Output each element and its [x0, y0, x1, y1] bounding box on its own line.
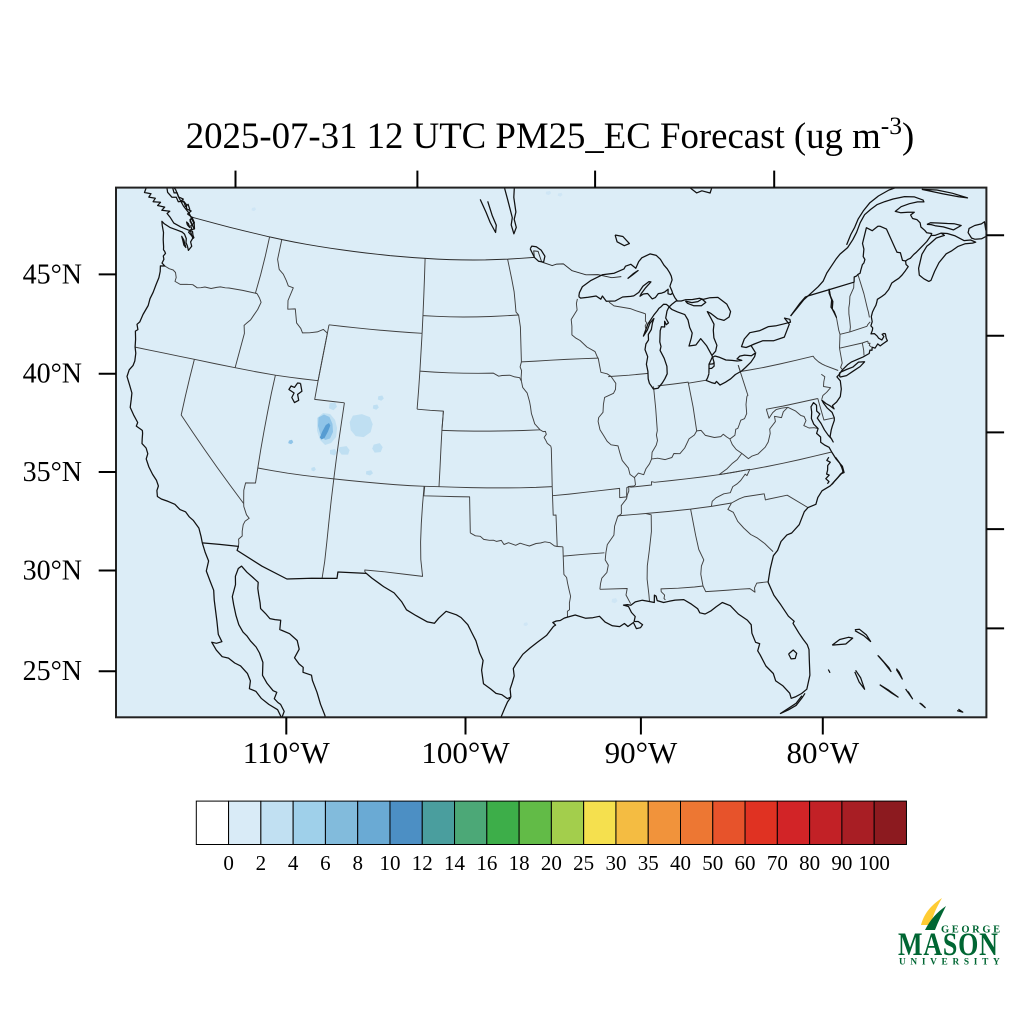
- svg-text:45°N: 45°N: [23, 259, 82, 290]
- svg-text:100: 100: [858, 851, 890, 875]
- svg-text:MASON: MASON: [898, 927, 999, 962]
- svg-text:80: 80: [799, 851, 820, 875]
- svg-text:18: 18: [509, 851, 530, 875]
- svg-text:100°W: 100°W: [421, 735, 510, 770]
- svg-text:2: 2: [256, 851, 267, 875]
- svg-text:90°W: 90°W: [605, 735, 678, 770]
- svg-text:2025-07-31 12 UTC PM25_EC Fore: 2025-07-31 12 UTC PM25_EC Forecast (ug m…: [186, 111, 915, 156]
- svg-text:40: 40: [670, 851, 691, 875]
- svg-text:25: 25: [573, 851, 594, 875]
- svg-text:35: 35: [638, 851, 659, 875]
- svg-text:8: 8: [352, 851, 363, 875]
- svg-text:80°W: 80°W: [786, 735, 859, 770]
- svg-text:25°N: 25°N: [23, 656, 82, 687]
- svg-text:14: 14: [444, 851, 466, 875]
- svg-text:0: 0: [223, 851, 234, 875]
- svg-text:110°W: 110°W: [243, 735, 331, 770]
- svg-text:30: 30: [605, 851, 626, 875]
- svg-text:70: 70: [767, 851, 788, 875]
- svg-text:UNIVERSITY: UNIVERSITY: [899, 958, 1004, 968]
- svg-text:16: 16: [476, 851, 497, 875]
- svg-text:40°N: 40°N: [23, 359, 82, 390]
- svg-text:50: 50: [702, 851, 723, 875]
- svg-text:30°N: 30°N: [23, 556, 82, 587]
- svg-text:GEORGE: GEORGE: [941, 925, 1003, 936]
- svg-text:35°N: 35°N: [23, 457, 82, 488]
- svg-text:6: 6: [320, 851, 331, 875]
- svg-text:4: 4: [288, 851, 299, 875]
- svg-text:60: 60: [735, 851, 756, 875]
- svg-text:90: 90: [831, 851, 852, 875]
- svg-text:12: 12: [412, 851, 433, 875]
- svg-text:10: 10: [379, 851, 400, 875]
- svg-text:20: 20: [541, 851, 562, 875]
